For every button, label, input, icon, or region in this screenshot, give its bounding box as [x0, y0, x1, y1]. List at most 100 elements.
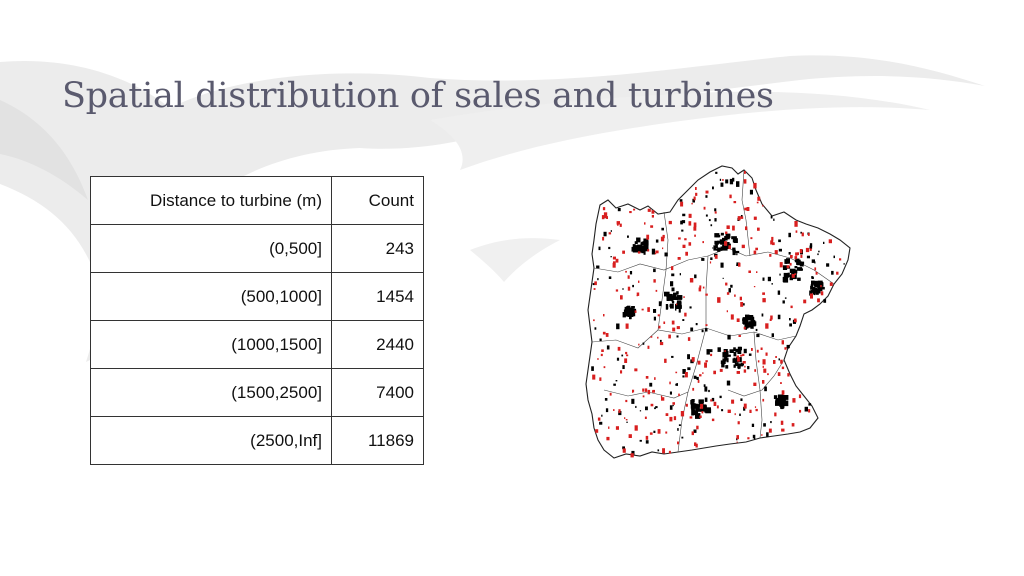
sale-marker: [746, 207, 750, 211]
turbine-marker: [778, 239, 781, 243]
turbine-marker: [639, 439, 642, 442]
sale-marker: [684, 238, 687, 241]
sale-marker: [714, 211, 717, 214]
turbine-marker: [651, 248, 656, 255]
sale-marker: [658, 325, 661, 329]
turbine-marker: [604, 398, 608, 401]
turbine-marker: [778, 358, 780, 361]
turbine-marker: [701, 258, 705, 261]
sale-marker: [629, 211, 632, 214]
turbine-marker: [720, 246, 723, 251]
sale-marker: [597, 358, 599, 360]
turbine-marker: [794, 266, 798, 269]
sale-marker: [699, 285, 702, 289]
sale-marker: [617, 346, 621, 351]
sale-marker: [743, 179, 747, 184]
sale-marker: [774, 412, 777, 417]
turbine-marker: [809, 243, 813, 247]
sale-markers: [592, 171, 842, 458]
sale-marker: [765, 323, 769, 329]
turbine-marker: [783, 397, 786, 401]
sale-marker: [624, 417, 626, 419]
turbine-marker: [691, 409, 694, 416]
sale-marker: [662, 234, 665, 239]
sale-marker: [784, 347, 787, 350]
turbine-marker: [622, 446, 625, 450]
sale-marker: [663, 321, 666, 324]
turbine-marker: [795, 258, 800, 263]
turbine-marker: [677, 301, 682, 307]
turbine-marker: [676, 383, 678, 386]
turbine-marker: [732, 358, 736, 363]
turbine-marker: [764, 386, 767, 392]
sale-marker: [730, 314, 734, 320]
turbine-marker: [653, 430, 656, 433]
sale-marker: [726, 225, 730, 229]
turbine-marker: [753, 321, 757, 326]
turbine-marker: [750, 315, 754, 320]
turbine-marker: [672, 405, 674, 407]
turbine-marker: [748, 353, 752, 356]
turbine-marker: [666, 294, 669, 297]
turbine-marker: [622, 288, 624, 290]
turbine-marker: [813, 292, 816, 296]
turbine-marker: [792, 271, 795, 275]
sale-marker: [682, 244, 686, 248]
turbine-marker: [762, 277, 765, 281]
sale-marker: [625, 351, 628, 355]
table-header-distance: Distance to turbine (m): [90, 176, 332, 225]
sale-marker: [699, 374, 702, 377]
sale-marker: [747, 437, 750, 440]
sale-marker: [634, 368, 638, 372]
turbine-marker: [843, 263, 845, 265]
turbine-marker: [704, 328, 708, 332]
turbine-marker: [719, 178, 722, 181]
turbine-marker: [715, 171, 718, 174]
sale-marker: [602, 236, 605, 241]
table-header-count: Count: [331, 176, 424, 225]
turbine-marker: [671, 355, 674, 358]
sale-marker: [678, 237, 681, 240]
turbine-marker: [782, 276, 786, 283]
sale-marker: [654, 252, 657, 255]
turbine-marker: [794, 259, 797, 263]
sale-marker: [743, 369, 747, 373]
sale-marker: [722, 179, 724, 181]
sale-marker: [727, 409, 731, 413]
turbine-marker: [736, 253, 738, 256]
turbine-marker: [681, 436, 684, 439]
turbine-marker: [732, 249, 736, 253]
sale-marker: [768, 428, 772, 433]
sale-marker: [645, 435, 649, 440]
sale-marker: [680, 201, 684, 207]
turbine-marker: [733, 364, 736, 368]
sale-marker: [677, 257, 681, 260]
sale-marker: [668, 220, 672, 225]
sale-marker: [704, 362, 707, 368]
turbine-marker: [721, 409, 724, 412]
sale-marker: [601, 215, 605, 220]
turbine-marker: [669, 391, 672, 395]
turbine-marker: [682, 213, 686, 217]
sale-marker: [744, 207, 747, 211]
sale-marker: [765, 352, 768, 356]
turbine-marker: [610, 256, 612, 258]
sale-marker: [754, 406, 757, 408]
sale-marker: [743, 326, 746, 330]
turbine-marker: [742, 303, 745, 306]
sale-marker: [657, 429, 661, 434]
turbine-marker: [693, 375, 697, 379]
turbine-marker: [676, 335, 679, 338]
table-row: (1000,1500] 2440: [90, 320, 424, 369]
turbine-marker: [786, 274, 788, 277]
turbine-marker: [665, 304, 669, 310]
turbine-marker: [810, 285, 814, 290]
turbine-marker: [692, 406, 695, 411]
sale-marker: [753, 250, 757, 255]
distance-count-table: Distance to turbine (m) Count (0,500] 24…: [90, 176, 424, 465]
turbine-marker: [643, 249, 646, 255]
sale-marker: [627, 275, 630, 279]
sale-marker: [745, 226, 748, 231]
sale-marker: [693, 196, 696, 201]
table-cell-count: 2440: [331, 320, 424, 369]
